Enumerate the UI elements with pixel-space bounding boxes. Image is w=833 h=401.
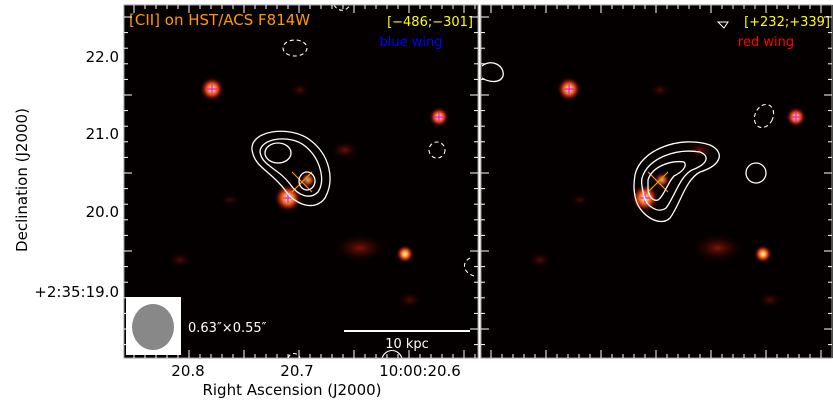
image-sources-left [168, 5, 475, 358]
tick-marks [124, 5, 832, 358]
velocity-range-left: [−486;−301] [387, 15, 473, 30]
beam-ellipse [132, 304, 174, 350]
beam-label: 0.63″×0.55″ [188, 321, 267, 336]
source-star-right-e [654, 172, 670, 188]
x-tick-label: 20.7 [280, 362, 313, 380]
x-tick-label: 10:00:20.6 [379, 362, 461, 380]
x-tick-labels: 20.8 20.7 10:00:20.6 [171, 362, 461, 380]
contour-bottom-left [381, 349, 403, 358]
x-axis-label: Right Ascension (J2000) [202, 381, 381, 399]
panel-frame-left [123, 4, 479, 359]
panel-blue-wing: 0.63″×0.55″ 10 kpc [CII] on HST/ACS F814… [123, 4, 479, 359]
source-star-left-d [396, 245, 414, 263]
x-tick-label: 20.8 [171, 362, 204, 380]
y-axis-label: Declination (J2000) [13, 108, 31, 252]
orange-marker-right [647, 171, 669, 193]
velocity-range-right: [+232;+339] [744, 15, 830, 30]
dashed-contours-right [753, 103, 775, 129]
contours-right [481, 62, 767, 223]
contours-left [251, 130, 331, 207]
contour-small-right [716, 21, 729, 29]
y-tick-label: 21.0 [86, 125, 119, 143]
scalebar-label: 10 kpc [385, 337, 429, 352]
y-tick-label: +2:35:19.0 [34, 283, 119, 301]
chart-title: [CII] on HST/ACS F814W [129, 11, 310, 29]
panel-red-wing: [+232;+339] red wing [480, 4, 833, 359]
image-sources-right [481, 21, 806, 308]
source-star-right-d [754, 245, 772, 263]
y-tick-label: 22.0 [86, 48, 119, 66]
wing-label-left: blue wing [380, 35, 443, 50]
y-tick-labels: 22.0 21.0 20.0 +2:35:19.0 [34, 48, 119, 301]
wing-label-right: red wing [738, 35, 794, 50]
y-tick-label: 20.0 [86, 203, 119, 221]
dashed-contours-left [282, 5, 475, 358]
orange-marker-left [291, 171, 313, 193]
